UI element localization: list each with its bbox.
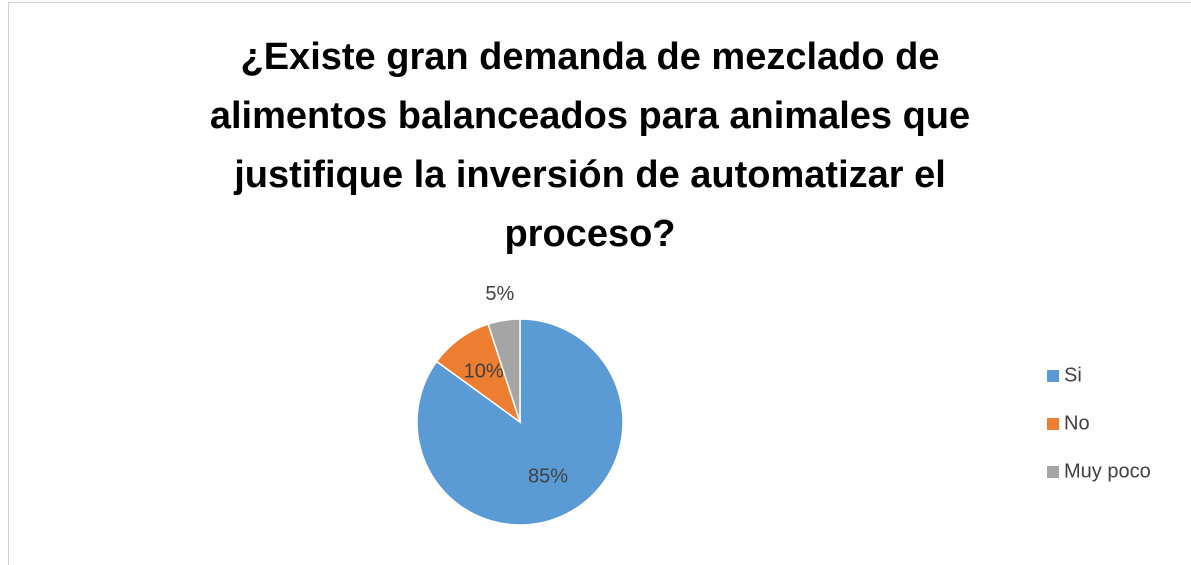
legend-swatch bbox=[1047, 370, 1059, 382]
data-label: 5% bbox=[485, 283, 514, 305]
legend-label: Si bbox=[1064, 364, 1082, 386]
legend-label: No bbox=[1064, 412, 1090, 434]
legend-swatch bbox=[1047, 466, 1059, 478]
chart-title: ¿Existe gran demanda de mezclado de alim… bbox=[209, 36, 971, 255]
pie-slice bbox=[487, 318, 521, 423]
data-label: 85% bbox=[528, 465, 568, 487]
legend-swatch bbox=[1047, 418, 1059, 430]
data-label: 10% bbox=[464, 360, 504, 382]
chart-frame bbox=[8, 2, 1191, 565]
legend-label: Muy poco bbox=[1064, 460, 1151, 482]
